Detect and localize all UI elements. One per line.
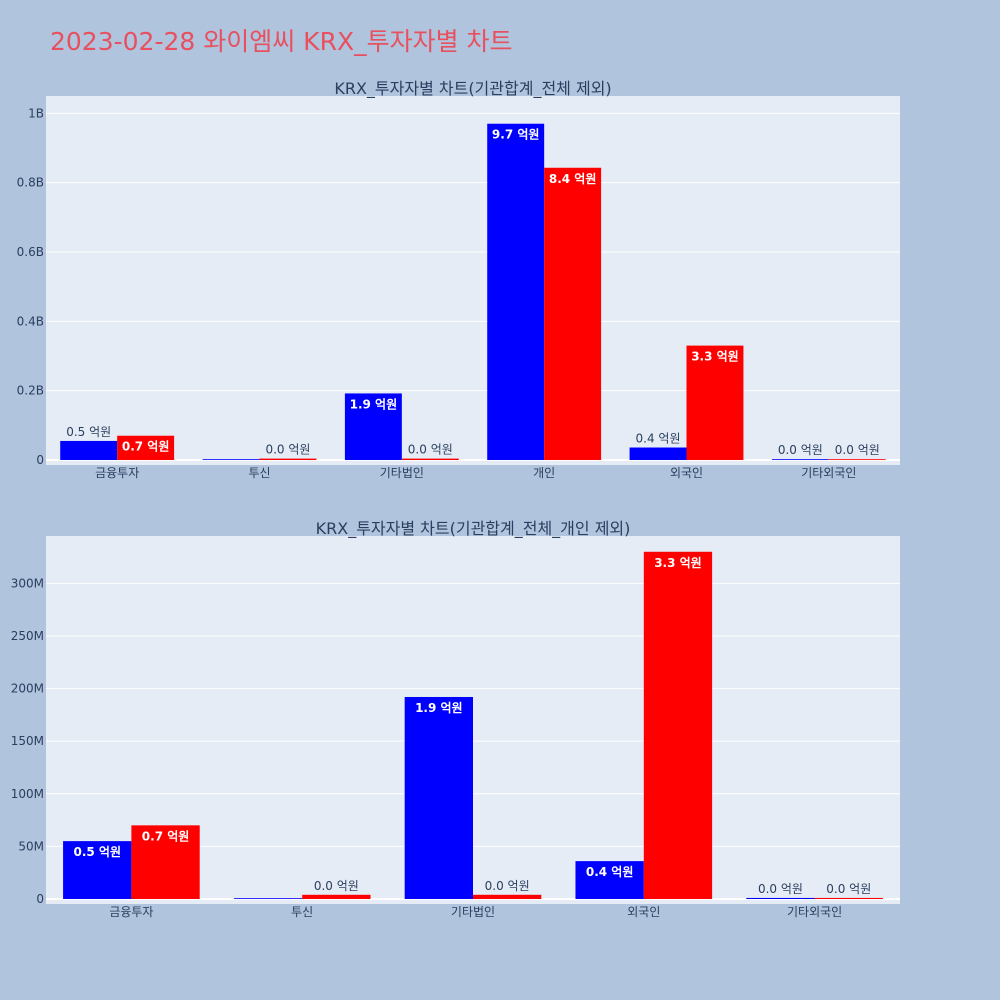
bar-red [302, 894, 371, 899]
bar-blue [487, 123, 545, 460]
x-tick-label: 투신 [248, 466, 270, 480]
x-tick-label: 기타외국인 [787, 905, 842, 919]
y-tick-label: 300M [11, 576, 44, 590]
data-label: 3.3 억원 [654, 556, 702, 570]
bar-red [259, 458, 317, 460]
y-tick-label: 0 [36, 892, 44, 906]
x-tick-label: 기타법인 [380, 466, 424, 480]
bar-blue [404, 696, 473, 899]
data-label: 0.0 억원 [265, 443, 310, 457]
data-label: 0.0 억원 [485, 879, 530, 893]
x-tick-label: 금융투자 [95, 466, 139, 480]
bar-blue [771, 459, 829, 460]
bar-blue [233, 898, 303, 899]
bar-red [401, 458, 459, 460]
bar-blue [575, 861, 644, 899]
bar-red [643, 551, 713, 899]
y-tick-label: 0 [36, 453, 44, 467]
x-tick-label: 금융투자 [109, 905, 153, 919]
bar-red [814, 897, 883, 899]
y-tick-label: 200M [11, 682, 44, 696]
bar-blue [629, 447, 687, 460]
y-tick-label: 0.2B [17, 384, 44, 398]
data-label: 9.7 억원 [492, 128, 540, 142]
data-label: 0.0 억원 [835, 443, 880, 457]
y-tick-label: 0.6B [17, 245, 44, 259]
data-label: 0.5 억원 [66, 425, 111, 439]
bar-red [544, 167, 602, 460]
x-tick-label: 기타법인 [451, 905, 495, 919]
data-label: 1.9 억원 [415, 701, 463, 715]
data-label: 0.4 억원 [586, 865, 634, 879]
bar-red [473, 894, 542, 899]
data-label: 3.3 억원 [691, 350, 739, 364]
data-label: 0.7 억원 [122, 440, 170, 454]
data-label: 0.4 억원 [636, 432, 681, 446]
y-tick-label: 150M [11, 734, 44, 748]
bar-blue [60, 440, 118, 460]
data-label: 0.0 억원 [408, 443, 453, 457]
data-label: 8.4 억원 [549, 172, 597, 186]
plot-area-1 [46, 96, 900, 465]
data-label: 0.0 억원 [314, 879, 359, 893]
x-tick-label: 외국인 [627, 905, 660, 919]
data-label: 0.5 억원 [73, 845, 121, 859]
bar-blue [202, 459, 260, 460]
data-label: 0.7 억원 [142, 829, 190, 843]
chart-title-1: KRX_투자자별 차트(기관합계_전체 제외) [334, 79, 611, 99]
data-label: 0.0 억원 [758, 882, 803, 896]
y-tick-label: 1B [28, 106, 44, 120]
x-tick-label: 외국인 [670, 466, 703, 480]
y-tick-label: 0.4B [17, 314, 44, 328]
bar-blue [344, 393, 402, 460]
bar-red [117, 435, 175, 460]
x-tick-label: 투신 [291, 905, 313, 919]
bar-blue [746, 897, 815, 899]
bar-red [828, 459, 886, 460]
data-label: 0.0 억원 [778, 443, 823, 457]
x-tick-label: 개인 [533, 466, 555, 480]
bar-blue [63, 841, 132, 899]
y-tick-label: 100M [11, 787, 44, 801]
x-tick-label: 기타외국인 [801, 466, 856, 480]
y-tick-label: 250M [11, 629, 44, 643]
chart-title-2: KRX_투자자별 차트(기관합계_전체_개인 제외) [316, 519, 631, 539]
y-tick-label: 0.8B [17, 176, 44, 190]
bar-red [131, 825, 200, 899]
page-title: 2023-02-28 와이엠씨 KRX_투자자별 차트 [50, 27, 513, 56]
y-tick-label: 50M [18, 839, 44, 853]
data-label: 1.9 억원 [350, 397, 398, 411]
bar-red [686, 345, 744, 460]
data-label: 0.0 억원 [826, 882, 871, 896]
